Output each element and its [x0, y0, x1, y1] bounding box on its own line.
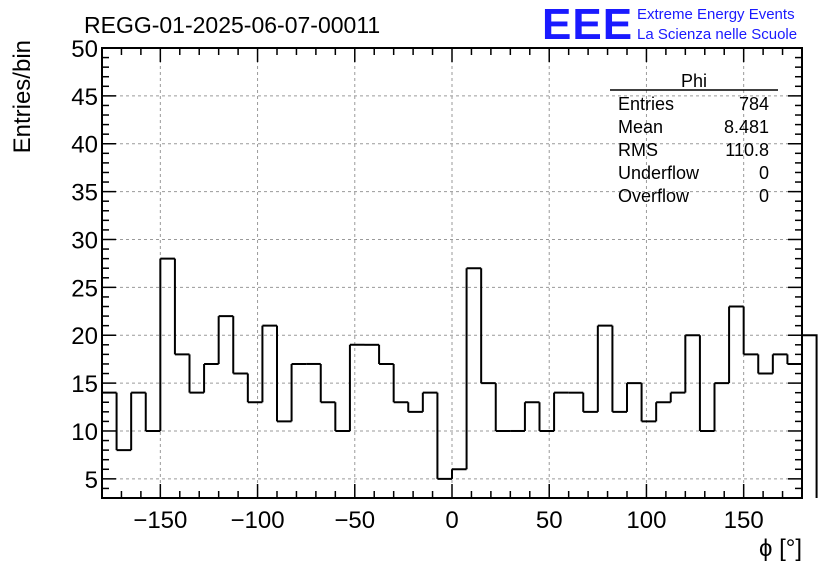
histogram-bin [626, 382, 642, 412]
y-tick-label: 15 [71, 371, 98, 398]
y-tick-label: 25 [71, 275, 98, 302]
histogram-bin [538, 402, 555, 432]
histogram-bin [203, 362, 219, 393]
stats-value-underflow: 0 [759, 163, 769, 183]
stats-value-overflow: 0 [759, 186, 769, 206]
histogram-bin [130, 391, 146, 451]
histogram-bin [698, 335, 715, 432]
histogram-bin [786, 354, 802, 365]
histogram-bin [742, 306, 759, 356]
histogram-bin [101, 391, 117, 498]
y-tick-label: 45 [71, 84, 98, 111]
histogram-bin [684, 334, 700, 393]
y-tick-label: 5 [85, 467, 98, 494]
histogram-bin [232, 316, 248, 375]
stats-box: Phi Entries 784 Mean 8.481 RMS 110.8 Und… [610, 71, 778, 206]
histogram-bin [261, 324, 277, 403]
y-tick-label: 20 [71, 323, 98, 350]
axes: −150 −100 −50 0 50 100 150 5 10 15 20 25 30 35 40 45 50 [71, 36, 803, 534]
stats-label-overflow: Overflow [618, 186, 690, 206]
histogram-bin [553, 391, 569, 431]
logo-line-1: Extreme Energy Events [637, 6, 795, 23]
histogram-bin [728, 305, 744, 384]
stats-value-entries: 784 [739, 94, 769, 114]
histogram-bin [801, 334, 818, 498]
logo-line-2: La Scienza nelle Scuole [637, 26, 797, 43]
histogram-bin [348, 343, 365, 431]
histogram-bin [640, 383, 657, 423]
x-axis-label: ϕ [°] [759, 535, 802, 562]
x-tick-label: −100 [231, 507, 285, 534]
histogram-bin [611, 325, 627, 413]
x-tick-label: 150 [724, 507, 764, 534]
histogram-bin [144, 392, 161, 432]
histogram-bin [159, 257, 175, 431]
x-tick-label: 0 [445, 507, 458, 534]
histogram-bin [757, 354, 773, 375]
histogram-bin [188, 354, 205, 394]
histogram-bin [494, 383, 511, 432]
y-tick-label: 35 [71, 180, 98, 207]
chart-title: REGG-01-2025-06-07-00011 [84, 12, 380, 38]
x-tick-label: 100 [626, 507, 666, 534]
histogram-bin [407, 402, 423, 413]
histogram-bin [480, 268, 496, 385]
histogram-bin [669, 391, 686, 403]
x-tick-label: −50 [334, 507, 375, 534]
histogram-bin [173, 258, 190, 356]
histogram-bin [523, 401, 540, 431]
histogram-bin [655, 401, 671, 422]
x-tick-label: 50 [536, 507, 563, 534]
x-tick-label: −150 [133, 507, 187, 534]
grid-lines [102, 47, 802, 498]
y-axis-label: Entries/bin [9, 40, 36, 153]
histogram-bin [319, 363, 336, 404]
y-tick-label: 10 [71, 419, 98, 446]
histogram-bin [465, 267, 482, 470]
eee-logo: EEE [542, 0, 633, 49]
stats-label-rms: RMS [618, 140, 658, 160]
stats-label-entries: Entries [618, 94, 674, 114]
histogram-bin [378, 344, 394, 365]
stats-value-mean: 8.481 [724, 117, 769, 137]
histogram-bin [217, 315, 234, 364]
y-tick-label: 30 [71, 227, 98, 254]
histogram-bin [582, 392, 598, 413]
histogram-bin [771, 353, 788, 374]
histogram-bin [392, 363, 409, 404]
histogram-bin [334, 402, 350, 432]
histogram-bin [421, 391, 438, 412]
stats-label-mean: Mean [618, 117, 663, 137]
stats-title: Phi [681, 71, 707, 91]
histogram-bin [115, 392, 132, 452]
y-tick-label: 50 [71, 36, 98, 63]
histogram-bin [713, 382, 730, 431]
stats-value-rms: 110.8 [725, 140, 769, 160]
stats-label-underflow: Underflow [618, 163, 700, 183]
histogram-bin [451, 468, 467, 479]
histogram-bars [101, 257, 818, 498]
y-tick-label: 40 [71, 132, 98, 159]
histogram-bin [290, 362, 307, 422]
histogram-bin [436, 392, 452, 480]
histogram-bin [246, 373, 263, 404]
histogram-bin [596, 324, 613, 412]
histogram-bin [276, 325, 292, 423]
